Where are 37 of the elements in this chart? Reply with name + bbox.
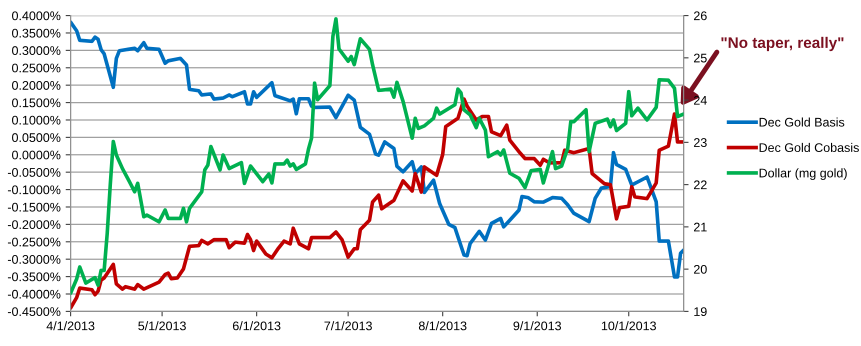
y-tick-label: -0.4500% <box>8 307 60 316</box>
x-tick-label: 8/1/2013 <box>418 321 466 330</box>
x-tick-label: 7/1/2013 <box>324 321 372 330</box>
y-tick-label: -0.3000% <box>8 254 60 264</box>
y2-tick-label: 21 <box>694 222 707 232</box>
y2-tick-label: 19 <box>694 307 707 316</box>
y-tick-label: -0.2000% <box>8 220 60 230</box>
y-tick-label: -0.3500% <box>8 272 60 282</box>
y2-tick-label: 22 <box>694 180 707 190</box>
y2-tick-label: 24 <box>694 96 707 105</box>
annotation: "No taper, really" <box>721 36 844 52</box>
y-tick-label: -0.2500% <box>8 238 60 246</box>
y2-tick-label: 25 <box>694 54 707 62</box>
y-tick-label: 0.1000% <box>12 116 60 125</box>
y2-tick-label: 20 <box>694 264 707 274</box>
y-tick-label: 0.0000% <box>12 150 60 160</box>
x-tick-label: 5/1/2013 <box>138 321 186 330</box>
x-tick-label: 9/1/2013 <box>514 321 562 330</box>
y-tick-label: -0.1500% <box>8 202 60 212</box>
x-tick-label: 6/1/2013 <box>232 321 280 330</box>
legend-label: Dec Gold Basis <box>760 117 844 127</box>
y2-tick-label: 23 <box>694 138 707 148</box>
y-tick-label: 0.2500% <box>12 64 60 72</box>
y-tick-label: -0.1000% <box>8 185 60 194</box>
legend-label: Dec Gold Cobasis <box>760 142 859 152</box>
x-tick-label: 10/1/2013 <box>602 321 656 330</box>
y2-tick-label: 26 <box>694 11 707 20</box>
y-tick-label: 0.0500% <box>12 133 60 142</box>
y-tick-label: 0.3000% <box>12 46 60 56</box>
y-tick-label: 0.1500% <box>12 98 60 108</box>
y-tick-label: 0.2000% <box>12 80 60 90</box>
x-tick-label: 4/1/2013 <box>46 321 94 330</box>
y-tick-label: 0.3500% <box>12 28 60 38</box>
legend-label: Dollar (mg gold) <box>760 168 847 180</box>
y-tick-label: -0.0500% <box>8 168 60 177</box>
y-tick-label: 0.4000% <box>12 11 60 20</box>
y-tick-label: -0.4000% <box>8 290 60 299</box>
